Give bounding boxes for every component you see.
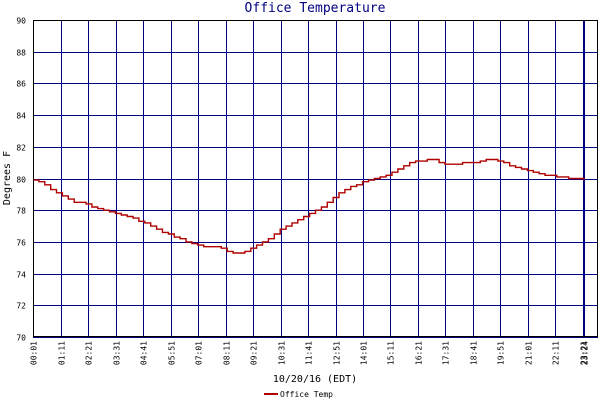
x-tick-label: 23:24 bbox=[581, 341, 590, 365]
y-tick-labels: 70 72 74 76 78 80 82 84 86 88 90 bbox=[16, 17, 26, 343]
x-tick-label: 05:51 bbox=[168, 341, 177, 365]
plot-frame bbox=[33, 20, 598, 337]
axes bbox=[33, 20, 598, 337]
x-axis-label: 10/20/16 (EDT) bbox=[273, 374, 357, 385]
chart-title: Office Temperature bbox=[245, 1, 386, 16]
x-tick-label: 15:11 bbox=[387, 341, 396, 365]
x-tick-label: 17:31 bbox=[442, 341, 451, 365]
y-axis-label: Degrees F bbox=[2, 151, 13, 205]
y-tick-label: 88 bbox=[16, 49, 26, 58]
x-tick-label: 07:01 bbox=[195, 341, 204, 365]
y-tick-label: 72 bbox=[16, 302, 26, 311]
legend-label: Office Temp bbox=[280, 390, 333, 399]
y-tick-label: 78 bbox=[16, 207, 26, 216]
x-tick-label: 12:51 bbox=[333, 341, 342, 365]
x-tick-label: 19:51 bbox=[497, 341, 506, 365]
x-tick-label: 14:01 bbox=[360, 341, 369, 365]
x-tick-label: 04:41 bbox=[140, 341, 149, 365]
x-tick-label: 09:21 bbox=[250, 341, 259, 365]
y-tick-label: 90 bbox=[16, 17, 26, 26]
y-tick-label: 76 bbox=[16, 239, 26, 248]
x-tick-label: 03:31 bbox=[113, 341, 122, 365]
series-line-office-temp bbox=[33, 158, 585, 254]
x-tick-label: 11:41 bbox=[305, 341, 314, 365]
x-tick-label: 18:41 bbox=[470, 341, 479, 365]
x-tick-label: 00:01 bbox=[30, 341, 39, 365]
x-tick-label: 21:01 bbox=[525, 341, 534, 365]
x-tick-label: 22:11 bbox=[552, 341, 561, 365]
x-tick-labels: 00:01 01:11 02:21 03:31 04:41 05:51 07:01 08:11… bbox=[30, 341, 590, 365]
y-tick-label: 70 bbox=[16, 334, 26, 343]
series-lines bbox=[33, 158, 585, 254]
y-tick-label: 82 bbox=[16, 144, 26, 153]
legend: Office Temp bbox=[264, 390, 333, 399]
x-tick-label: 01:11 bbox=[58, 341, 67, 365]
x-tick-label: 16:21 bbox=[415, 341, 424, 365]
x-tick-label: 10:31 bbox=[278, 341, 287, 365]
y-tick-label: 74 bbox=[16, 271, 26, 280]
x-tick-label: 02:21 bbox=[85, 341, 94, 365]
x-tick-label: 23:21 bbox=[580, 341, 589, 365]
y-tick-label: 86 bbox=[16, 80, 26, 89]
y-tick-label: 80 bbox=[16, 176, 26, 185]
y-tick-label: 84 bbox=[16, 112, 26, 121]
x-tick-label: 08:11 bbox=[223, 341, 232, 365]
